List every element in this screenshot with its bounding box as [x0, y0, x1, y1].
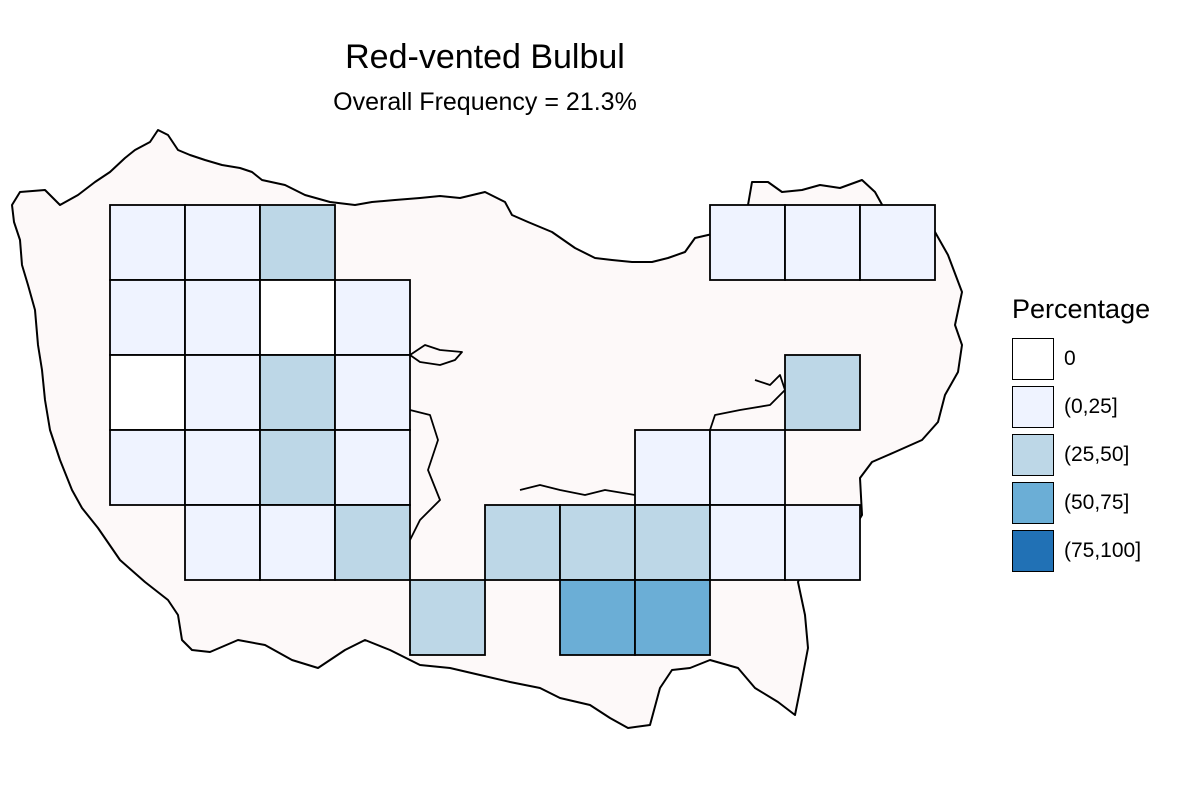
grid-cell	[184, 279, 261, 356]
grid-cell	[334, 504, 411, 581]
grid-cell	[859, 204, 936, 281]
grid-cell	[184, 204, 261, 281]
legend-item-1: (0,25]	[1012, 383, 1150, 431]
grid-cell	[109, 279, 186, 356]
grid-cell	[334, 429, 411, 506]
legend-item-2: (25,50]	[1012, 431, 1150, 479]
map-title: Red-vented Bulbul	[345, 38, 625, 76]
grid-cell	[634, 579, 711, 656]
legend-swatch	[1012, 434, 1054, 476]
legend-swatch	[1012, 482, 1054, 524]
grid-cell	[784, 354, 861, 431]
grid-cell	[259, 354, 336, 431]
grid-cell	[709, 504, 786, 581]
legend-swatch	[1012, 386, 1054, 428]
grid-cell	[559, 579, 636, 656]
grid-cell	[109, 354, 186, 431]
grid-cell	[559, 504, 636, 581]
legend-label: (50,75]	[1064, 491, 1130, 514]
grid-cell	[259, 429, 336, 506]
inner-boundary	[409, 344, 786, 541]
map-subtitle: Overall Frequency = 21.3%	[333, 88, 637, 116]
grid-cell	[709, 429, 786, 506]
grid-cell	[334, 279, 411, 356]
legend-label: (75,100]	[1064, 539, 1142, 562]
grid-cell	[259, 504, 336, 581]
legend-label: (25,50]	[1064, 443, 1130, 466]
grid-cell	[334, 354, 411, 431]
grid-cell	[709, 204, 786, 281]
legend-item-0: 0	[1012, 335, 1150, 383]
grid-cells	[109, 204, 936, 656]
grid-cell	[484, 504, 561, 581]
grid-cell	[259, 204, 336, 281]
grid-cell	[184, 429, 261, 506]
grid-cell	[184, 504, 261, 581]
grid-cell	[109, 204, 186, 281]
legend-swatch	[1012, 530, 1054, 572]
grid-cell	[784, 504, 861, 581]
legend: Percentage 0 (0,25] (25,50] (50,75] (75,…	[1012, 294, 1150, 575]
grid-cell	[634, 429, 711, 506]
legend-title: Percentage	[1012, 294, 1151, 324]
legend-swatch	[1012, 338, 1054, 380]
grid-cell	[109, 429, 186, 506]
grid-cell	[634, 504, 711, 581]
legend-label: 0	[1064, 347, 1076, 370]
grid-cell	[784, 204, 861, 281]
legend-item-4: (75,100]	[1012, 527, 1150, 575]
grid-cell	[409, 579, 486, 656]
grid-cell	[259, 279, 336, 356]
grid-cell	[184, 354, 261, 431]
legend-item-3: (50,75]	[1012, 479, 1150, 527]
legend-label: (0,25]	[1064, 395, 1118, 418]
